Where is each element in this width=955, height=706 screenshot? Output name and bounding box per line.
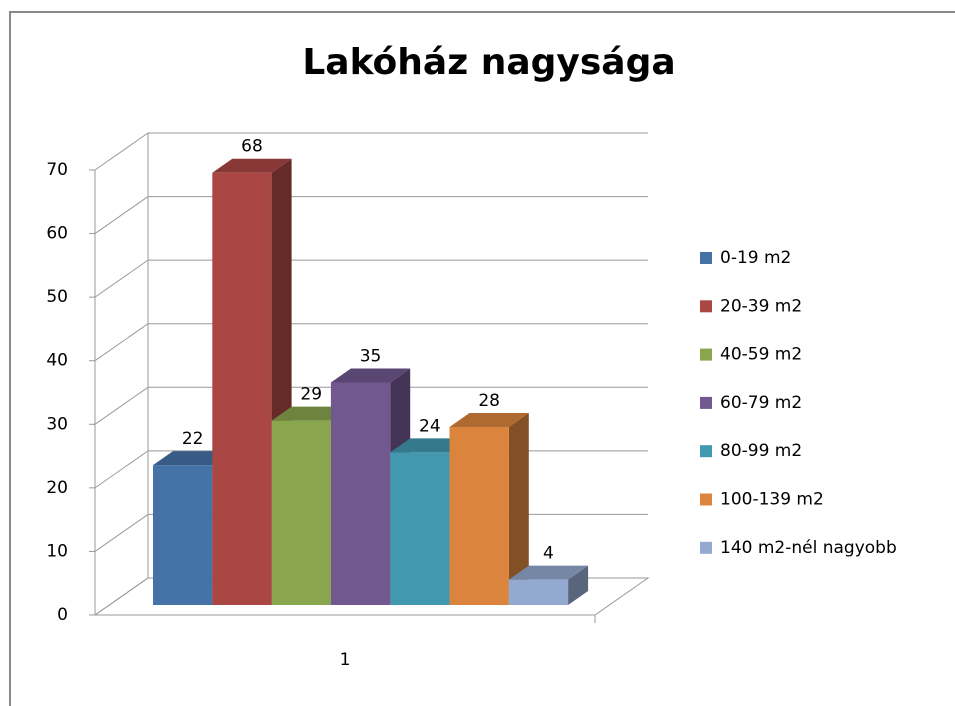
y-tick-label: 50 [46, 287, 68, 307]
grid-line [94, 323, 149, 362]
legend-swatch [700, 541, 712, 554]
value-label: 4 [543, 544, 554, 564]
grid-line [94, 259, 149, 298]
bar [449, 413, 529, 605]
value-label: 28 [478, 391, 500, 411]
legend-label: 40-59 m2 [720, 345, 802, 365]
value-label: 24 [419, 416, 441, 436]
bar-front [212, 172, 272, 605]
grid-line [94, 577, 149, 616]
bar-front [271, 420, 331, 605]
legend-swatch [700, 252, 712, 264]
bar-top [212, 158, 292, 173]
bar-front [330, 382, 391, 605]
y-tick-label: 10 [46, 541, 68, 561]
bar-side [568, 565, 589, 605]
bar-side [508, 413, 529, 605]
grid-line [94, 132, 149, 171]
y-tick-label: 30 [46, 414, 68, 434]
grid-line [94, 196, 149, 234]
bar-top [508, 565, 589, 580]
legend-label: 20-39 m2 [720, 296, 802, 316]
bar-top [330, 368, 411, 383]
value-label: 35 [360, 347, 382, 367]
legend-label: 60-79 m2 [720, 393, 802, 413]
y-tick-label: 20 [46, 478, 68, 498]
value-label: 29 [300, 385, 322, 405]
y-tick-label: 70 [46, 160, 68, 180]
legend-swatch [700, 300, 712, 313]
bar-front [508, 579, 569, 605]
legend-label: 0-19 m2 [720, 248, 791, 268]
grid-line [94, 450, 149, 489]
bar [508, 565, 589, 605]
chart-border [9, 11, 955, 706]
value-label: 22 [182, 429, 204, 449]
grid-line [94, 514, 149, 552]
legend-swatch [700, 493, 712, 506]
y-tick-label: 60 [46, 224, 68, 244]
bar-top [449, 413, 529, 428]
legend-swatch [700, 396, 712, 409]
legend-label: 140 m2-nél nagyobb [720, 538, 897, 558]
bar-front [153, 465, 213, 605]
legend-swatch [700, 445, 712, 458]
bar-front [449, 427, 509, 605]
y-tick-label: 0 [57, 605, 68, 625]
y-tick-label: 40 [46, 351, 68, 371]
legend-label: 80-99 m2 [720, 441, 802, 461]
chart-title: Lakóház nagysága [302, 42, 675, 83]
grid-line [94, 386, 149, 425]
bar-front [390, 452, 450, 605]
legend-swatch [700, 348, 712, 361]
value-label: 68 [241, 137, 263, 157]
legend-label: 100-139 m2 [720, 490, 824, 510]
bar [212, 158, 292, 605]
x-tick-label: 1 [340, 650, 351, 670]
